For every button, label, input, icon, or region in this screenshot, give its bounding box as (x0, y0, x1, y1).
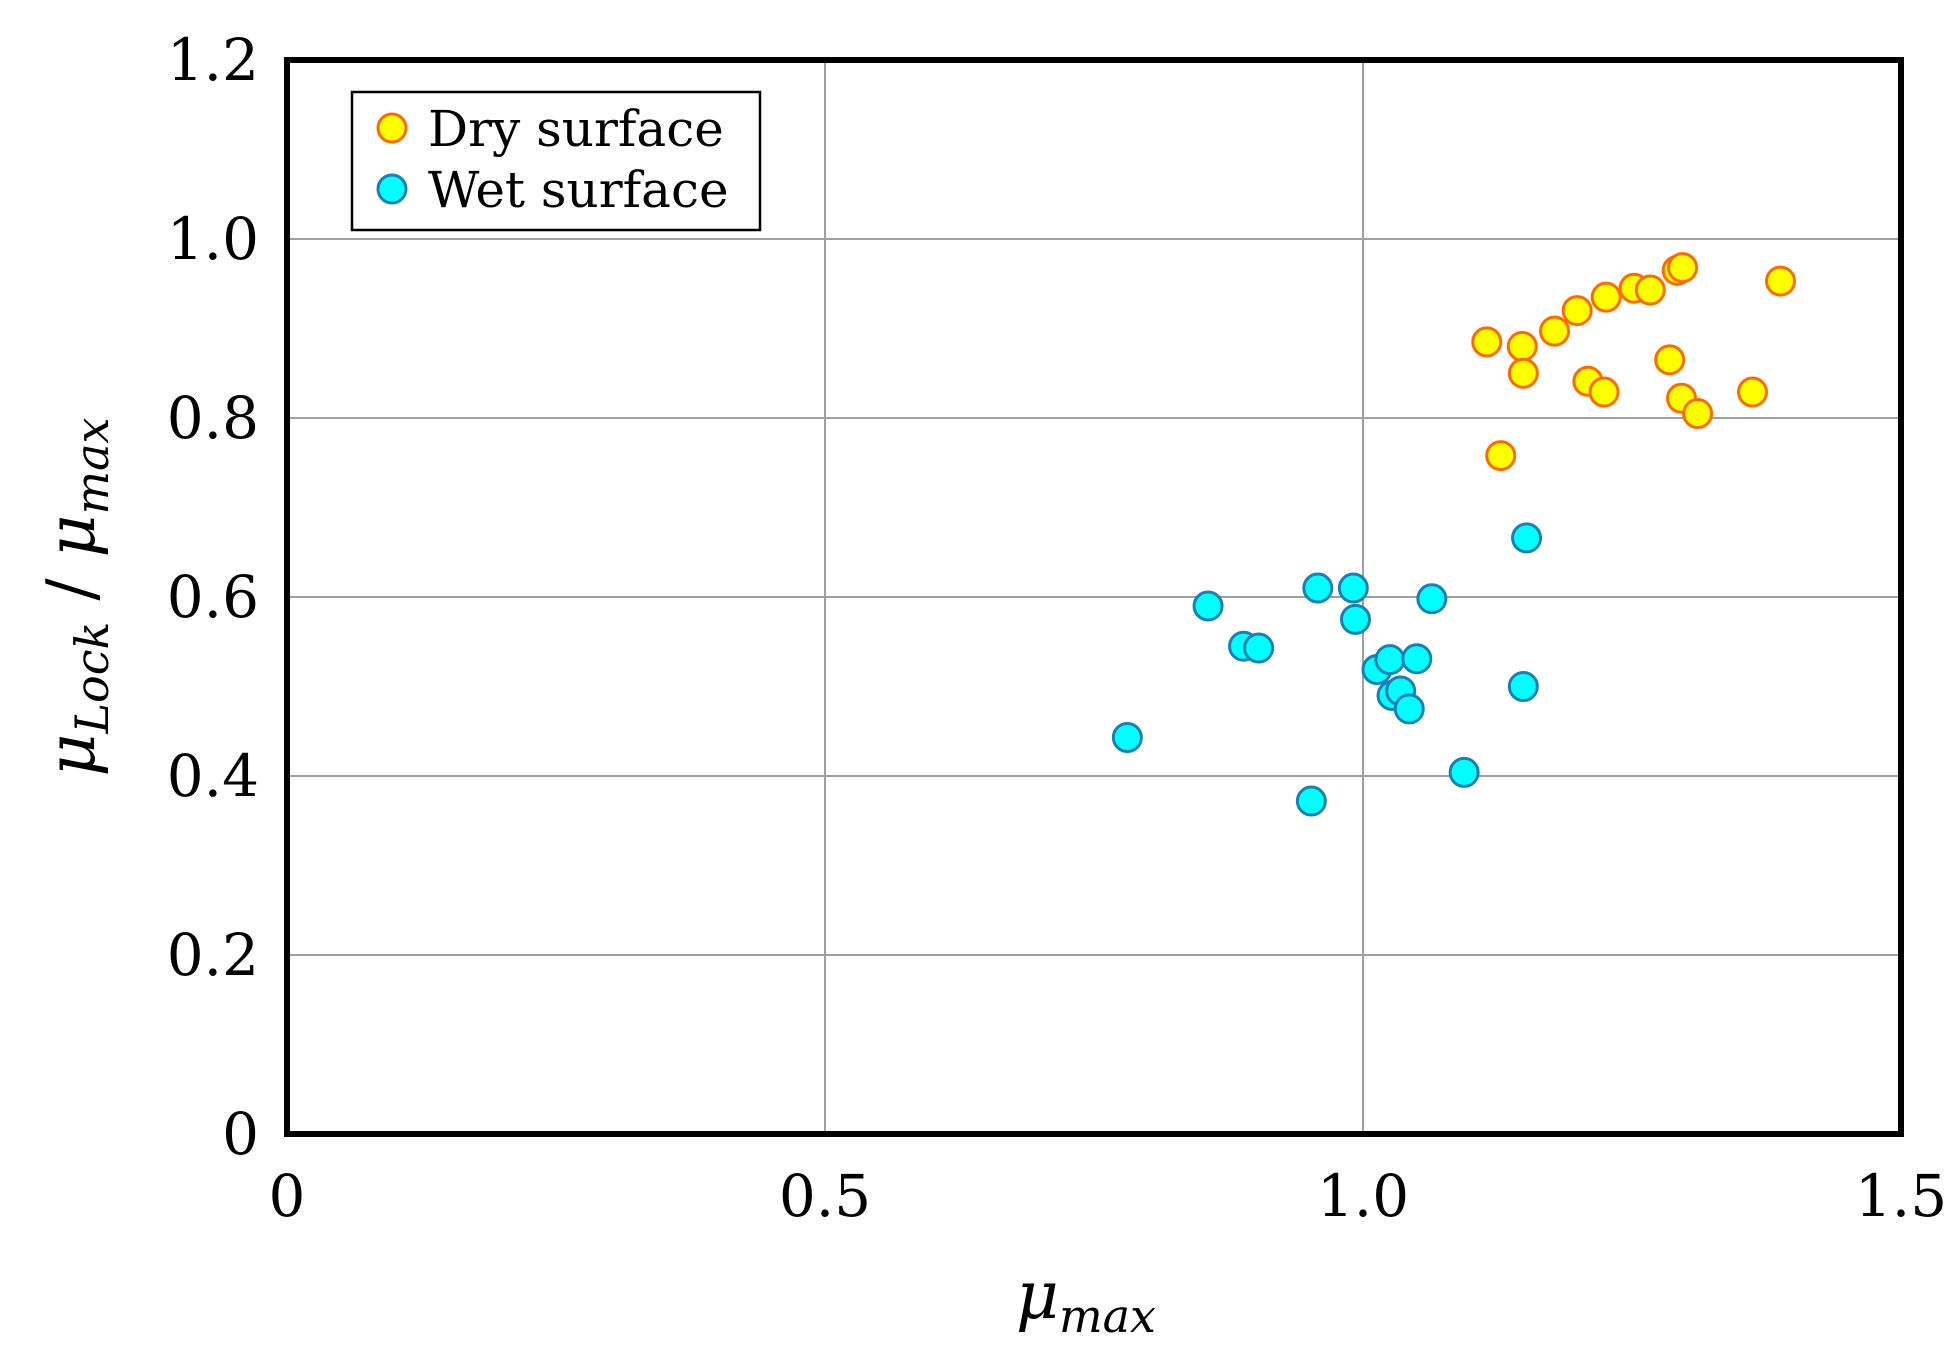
wet-surface-point (1511, 522, 1543, 554)
wet-surface-point (1416, 583, 1448, 615)
wet-surface-point (1401, 643, 1433, 675)
legend-label-dry: Dry surface (428, 100, 724, 158)
x-tick-label: 0 (269, 1162, 306, 1230)
wet-surface-point (1374, 644, 1406, 676)
y-tick-label: 0.6 (167, 563, 259, 631)
wet-surface-point (1295, 785, 1327, 817)
y-tick-label: 0.4 (167, 742, 259, 810)
x-axis-title: μmax (1016, 1257, 1156, 1343)
dry-surface-point (1539, 315, 1571, 347)
y-axis-title: μLock / μmax (33, 418, 119, 777)
y-tick-label: 1.0 (167, 205, 259, 273)
dry-surface-point (1737, 376, 1769, 408)
wet-surface-point (1302, 572, 1334, 604)
wet-surface-point (1448, 756, 1480, 788)
x-tick-label: 1.0 (1317, 1162, 1409, 1230)
dry-surface-point (1764, 265, 1796, 297)
x-tick-label: 1.5 (1855, 1162, 1947, 1230)
wet-surface-point (1243, 632, 1275, 664)
y-tick-label: 0.2 (167, 921, 259, 989)
dry-surface-point (1667, 252, 1699, 284)
legend-label-wet: Wet surface (428, 161, 729, 219)
data-points (1111, 252, 1796, 817)
dry-surface-point (1588, 376, 1620, 408)
wet-surface-point (1393, 693, 1425, 725)
y-tick-label: 0 (222, 1100, 259, 1168)
y-tick-label: 0.8 (167, 384, 259, 452)
dry-surface-point (1485, 440, 1517, 472)
dry-surface-point (1682, 398, 1714, 430)
dry-surface-point (1506, 330, 1538, 362)
legend: Dry surface Wet surface (350, 90, 762, 232)
dry-surface-series (1471, 252, 1796, 472)
dry-surface-point (1590, 281, 1622, 313)
dry-surface-point (1654, 344, 1686, 376)
tick-labels: 0 0.5 1.0 1.5 0 0.2 0.4 0.6 0.8 1.0 1.2 (167, 26, 1947, 1230)
dry-surface-point (1471, 326, 1503, 358)
dry-surface-point (1634, 274, 1666, 306)
dry-surface-point (1561, 295, 1593, 327)
plot-frame (284, 57, 1904, 1137)
x-tick-label: 0.5 (779, 1162, 871, 1230)
dry-surface-point (1507, 357, 1539, 389)
wet-surface-series (1111, 522, 1543, 817)
wet-surface-point (1337, 572, 1369, 604)
legend-marker-wet (376, 173, 408, 205)
wet-surface-point (1192, 590, 1224, 622)
grid-lines (287, 60, 1901, 1134)
wet-surface-point (1111, 722, 1143, 754)
wet-surface-point (1507, 671, 1539, 702)
y-tick-label: 1.2 (167, 26, 259, 94)
legend-box (350, 90, 762, 232)
wet-surface-point (1339, 603, 1371, 635)
legend-marker-dry (376, 112, 408, 144)
